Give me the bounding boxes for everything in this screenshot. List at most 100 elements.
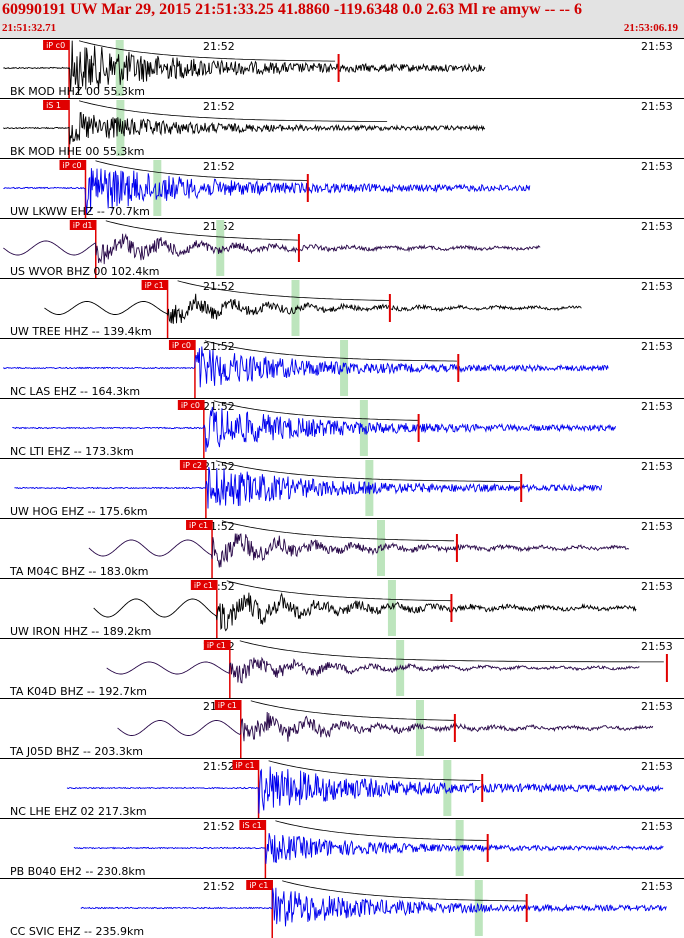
- coda-curve: [213, 400, 418, 421]
- pick-label-box: [214, 700, 241, 710]
- pick-label-box: [239, 820, 266, 830]
- minute-label-2152: 21:52: [203, 340, 235, 353]
- coda-curve: [282, 880, 527, 902]
- s-wave-band: [415, 700, 424, 756]
- station-label: BK MOD HHZ 00 55.3km: [10, 85, 145, 98]
- pick-label: iP c1: [189, 521, 208, 530]
- minute-label-2153: 21:53: [641, 340, 673, 353]
- station-label: TA J05D BHZ -- 203.3km: [9, 745, 143, 758]
- pick-label-box: [168, 340, 195, 350]
- station-label: UW IRON HHZ -- 189.2km: [10, 625, 151, 638]
- minute-label-2153: 21:53: [641, 400, 673, 413]
- trace-row[interactable]: 21:52 21:53 iP c1 NC LHE EHZ 02 217.3km: [0, 758, 684, 819]
- pick-label: iS 1: [46, 101, 61, 110]
- station-label: UW TREE HHZ -- 139.4km: [10, 325, 152, 338]
- minute-label-2152: 21:52: [203, 880, 235, 893]
- coda-curve: [275, 820, 488, 841]
- minute-label-2153: 21:53: [641, 40, 673, 53]
- pick-label-box: [246, 880, 273, 890]
- waveform: [3, 346, 609, 388]
- pick-label: iP c0: [181, 401, 200, 410]
- coda-curve: [78, 100, 388, 122]
- minute-label-2152: 21:52: [203, 820, 235, 833]
- pick-label: iP c0: [172, 341, 191, 350]
- s-wave-band: [340, 340, 349, 396]
- start-time: 21:51:32.71: [2, 22, 57, 34]
- minute-label-2153: 21:53: [641, 880, 673, 893]
- s-wave-band: [443, 760, 452, 816]
- coda-curve: [221, 520, 454, 542]
- minute-label-2152: 21:52: [203, 100, 235, 113]
- trace-row[interactable]: 21:52 21:53 iS c1 PB B040 EH2 -- 230.8km: [0, 818, 684, 879]
- minute-label-2153: 21:53: [641, 700, 673, 713]
- seismogram-panel[interactable]: 21:52 21:53 iP c0 BK MOD HHZ 00 55.3km 21:52…: [0, 38, 684, 938]
- pick-label-box: [141, 280, 168, 290]
- coda-curve: [78, 40, 336, 62]
- trace-row[interactable]: 21:52 21:53 iP c0 BK MOD HHZ 00 55.3km: [0, 38, 684, 99]
- minute-label-2153: 21:53: [641, 760, 673, 773]
- waveform: [3, 168, 531, 215]
- minute-label-2153: 21:53: [641, 640, 673, 653]
- minute-label-2153: 21:53: [641, 820, 673, 833]
- pick-label: iP c1: [207, 641, 226, 650]
- waveform: [3, 111, 486, 145]
- pick-label: iP c0: [46, 41, 65, 50]
- pick-label-box: [43, 100, 70, 110]
- pick-label: iP d1: [73, 221, 93, 230]
- pick-label-box: [179, 460, 206, 470]
- pick-label-box: [59, 160, 86, 170]
- station-label: NC LAS EHZ -- 164.3km: [10, 385, 140, 398]
- trace-row[interactable]: 21:52 21:53 iP c1 UW TREE HHZ -- 139.4km: [0, 278, 684, 339]
- minute-label-2152: 21:52: [203, 760, 235, 773]
- station-label: BK MOD HHE 00 55.3km: [10, 145, 144, 158]
- waveform: [12, 406, 616, 452]
- pick-label: iP c1: [249, 881, 268, 890]
- station-label: NC LHE EHZ 02 217.3km: [10, 805, 147, 818]
- pick-label: iP c1: [145, 281, 164, 290]
- waveform: [117, 711, 654, 742]
- minute-label-2152: 21:52: [203, 280, 235, 293]
- coda-curve: [268, 760, 481, 781]
- minute-label-2153: 21:53: [641, 460, 673, 473]
- end-time: 21:53:06.19: [623, 22, 678, 34]
- minute-label-2153: 21:53: [641, 520, 673, 533]
- trace-row[interactable]: 21:52 21:53 iP c0 UW LKWW EHZ -- 70.7km: [0, 158, 684, 219]
- station-label: TA M04C BHZ -- 183.0km: [9, 565, 148, 578]
- header-bar: 60990191 UW Mar 29, 2015 21:51:33.25 41.…: [0, 0, 684, 38]
- minute-label-2153: 21:53: [641, 580, 673, 593]
- pick-label: iP c1: [218, 701, 237, 710]
- trace-row[interactable]: 21:52 21:53 iP c0 NC LTI EHZ -- 173.3km: [0, 398, 684, 459]
- waveform: [3, 40, 486, 95]
- coda-curve: [226, 580, 451, 602]
- minute-label-2152: 21:52: [203, 160, 235, 173]
- station-label: CC SVIC EHZ -- 235.9km: [10, 925, 144, 938]
- station-label: UW LKWW EHZ -- 70.7km: [10, 205, 150, 218]
- waveform: [44, 293, 582, 324]
- waveform: [14, 466, 603, 509]
- trace-row[interactable]: 21:52 21:53 iS 1 BK MOD HHE 00 55.3km: [0, 98, 684, 159]
- trace-row[interactable]: 21:52 21:53 iP c1 CC SVIC EHZ -- 235.9km: [0, 878, 684, 938]
- coda-curve: [215, 460, 520, 482]
- minute-label-2153: 21:53: [641, 280, 673, 293]
- minute-label-2153: 21:53: [641, 160, 673, 173]
- trace-row[interactable]: 21:52 21:53 iP c0 NC LAS EHZ -- 164.3km: [0, 338, 684, 399]
- pick-label-box: [177, 400, 204, 410]
- station-label: US WVOR BHZ 00 102.4km: [10, 265, 159, 278]
- waveform: [3, 233, 541, 265]
- minute-label-2152: 21:52: [203, 400, 235, 413]
- s-wave-band: [116, 100, 125, 156]
- coda-curve: [105, 220, 298, 241]
- pick-label: iP c1: [194, 581, 213, 590]
- waveform: [106, 656, 640, 684]
- coda-curve: [239, 640, 664, 663]
- event-title: 60990191 UW Mar 29, 2015 21:51:33.25 41.…: [2, 1, 582, 18]
- minute-label-2153: 21:53: [641, 220, 673, 233]
- pick-label: iP c1: [236, 761, 255, 770]
- pick-label-box: [43, 40, 70, 50]
